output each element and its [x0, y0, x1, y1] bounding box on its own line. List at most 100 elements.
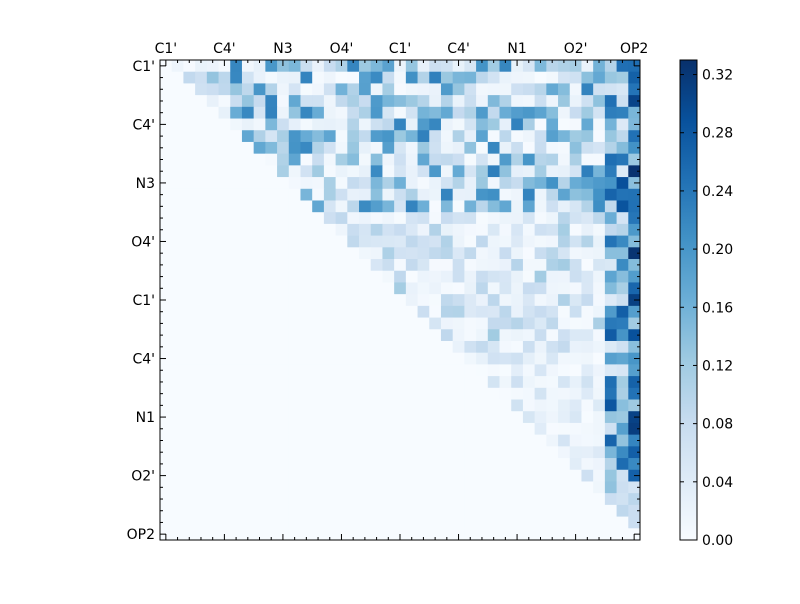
heatmap-cell: [288, 282, 301, 295]
heatmap-cell: [218, 95, 231, 108]
heatmap-cell: [335, 493, 348, 506]
heatmap-cell: [171, 329, 184, 342]
heatmap-cell: [183, 528, 196, 541]
heatmap-cell: [487, 235, 500, 248]
heatmap-cell: [288, 399, 301, 412]
x-tick-label: O4': [330, 41, 354, 57]
heatmap-cell: [195, 177, 208, 190]
heatmap-cell: [511, 399, 524, 412]
heatmap-cell: [277, 399, 290, 412]
heatmap-cell: [464, 118, 477, 131]
heatmap-cell: [417, 259, 430, 272]
heatmap-cell: [288, 130, 301, 143]
heatmap-cell: [359, 528, 372, 541]
heatmap-cell: [593, 60, 606, 73]
heatmap-cell: [593, 118, 606, 131]
heatmap-cell: [183, 106, 196, 119]
heatmap-cell: [452, 493, 465, 506]
heatmap-cell: [323, 165, 337, 178]
heatmap-cell: [160, 399, 173, 412]
heatmap-cell: [558, 364, 571, 377]
heatmap-cell: [452, 235, 465, 248]
heatmap-cell: [288, 528, 301, 541]
heatmap-cell: [323, 95, 337, 108]
heatmap-cell: [265, 247, 278, 260]
heatmap-cell: [370, 446, 383, 459]
heatmap-cell: [183, 434, 196, 447]
heatmap-cell: [300, 95, 313, 108]
heatmap-cell: [558, 399, 571, 412]
heatmap-cell: [195, 282, 208, 295]
heatmap-cell: [511, 294, 524, 307]
heatmap-cell: [405, 235, 418, 248]
heatmap-cell: [359, 282, 372, 295]
heatmap-cell: [487, 387, 500, 400]
heatmap-cell: [300, 422, 313, 436]
heatmap-cell: [359, 141, 372, 155]
heatmap-cell: [171, 411, 184, 424]
heatmap-cell: [347, 95, 360, 108]
heatmap-cell: [534, 95, 547, 108]
heatmap-cell: [195, 469, 208, 482]
heatmap-cell: [628, 141, 641, 155]
heatmap-cell: [323, 294, 337, 307]
heatmap-cell: [195, 364, 208, 377]
heatmap-cell: [312, 340, 325, 354]
heatmap-cell: [522, 399, 536, 412]
heatmap-cell: [499, 270, 512, 283]
heatmap-cell: [522, 106, 536, 119]
heatmap-cell: [277, 118, 290, 131]
heatmap-cell: [476, 305, 489, 318]
heatmap-cell: [277, 387, 290, 400]
heatmap-cell: [300, 411, 313, 424]
heatmap-cell: [487, 83, 500, 96]
heatmap-cell: [464, 504, 477, 517]
heatmap-cell: [218, 153, 231, 166]
heatmap-cell: [183, 399, 196, 412]
heatmap-cell: [558, 83, 571, 96]
heatmap-cell: [195, 71, 208, 84]
heatmap-cell: [569, 516, 582, 529]
heatmap-cell: [522, 282, 536, 295]
heatmap-cell: [359, 294, 372, 307]
heatmap-cell: [218, 141, 231, 155]
heatmap-cell: [452, 71, 465, 84]
heatmap-cell: [417, 177, 430, 190]
heatmap-cell: [546, 141, 559, 155]
heatmap-cell: [323, 83, 337, 96]
heatmap-cell: [370, 411, 383, 424]
heatmap-cell: [440, 352, 454, 365]
heatmap-cell: [593, 399, 606, 412]
heatmap-cell: [382, 177, 395, 190]
heatmap-cell: [604, 387, 617, 400]
heatmap-cell: [230, 352, 243, 365]
heatmap-cell: [405, 294, 418, 307]
heatmap-cell: [569, 165, 582, 178]
heatmap-cell: [370, 305, 383, 318]
heatmap-cell: [511, 223, 524, 237]
heatmap-cell: [604, 469, 617, 482]
heatmap-cell: [206, 200, 219, 213]
heatmap-cell: [476, 153, 489, 166]
heatmap-cell: [241, 200, 255, 213]
heatmap-cell: [312, 516, 325, 529]
heatmap-cell: [359, 200, 372, 213]
heatmap-cell: [265, 282, 278, 295]
heatmap-cell: [206, 458, 219, 471]
heatmap-cell: [347, 411, 360, 424]
heatmap-cell: [405, 177, 418, 190]
heatmap-cell: [218, 71, 231, 84]
heatmap-cell: [183, 469, 196, 482]
heatmap-cell: [440, 177, 454, 190]
heatmap-cell: [160, 141, 173, 155]
heatmap-cell: [487, 153, 500, 166]
heatmap-cell: [522, 340, 536, 354]
heatmap-cell: [160, 153, 173, 166]
heatmap-cell: [511, 212, 524, 225]
heatmap-cell: [558, 329, 571, 342]
heatmap-cell: [183, 71, 196, 84]
heatmap-cell: [382, 118, 395, 131]
heatmap-cell: [394, 212, 407, 225]
heatmap-cell: [628, 223, 641, 237]
heatmap-cell: [558, 177, 571, 190]
